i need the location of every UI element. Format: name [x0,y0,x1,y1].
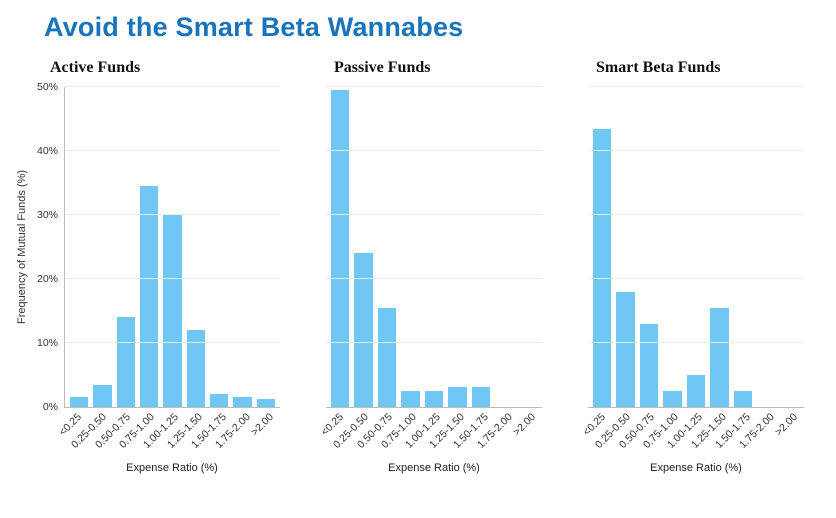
gridline [588,214,804,215]
x-axis-title: Expense Ratio (%) [388,462,480,474]
bar [424,391,444,407]
gridline [326,150,542,151]
bar [163,215,182,407]
bar [186,330,205,407]
gridline [326,214,542,215]
chart-passive-funds: Passive Funds <0.25 0.25-0.50 0.50-0.75 0.7… [319,59,542,474]
chart-active-funds: Active Funds Frequency of Mutual Funds (… [14,59,280,474]
gridline [65,214,280,215]
x-tick-label: >2.00 [511,411,539,439]
gridline [588,342,804,343]
plot-area [64,86,280,408]
bar [377,307,397,407]
bar [70,397,89,407]
gridline [65,150,280,151]
gridline [65,278,280,279]
x-tick-label: >2.00 [249,411,277,439]
gridline [326,342,542,343]
y-tick-label: 30% [36,209,58,221]
bar [639,323,659,407]
gridline [588,278,804,279]
gridline [588,86,804,87]
page-title: Avoid the Smart Beta Wannabes [44,12,464,42]
bar [354,253,373,407]
bar [233,397,252,407]
bar [209,394,229,407]
x-tick-label: >2.00 [773,411,801,439]
chart-title: Passive Funds [334,59,431,76]
y-tick-label: 10% [36,337,58,349]
bar [593,128,612,407]
y-axis-title: Frequency of Mutual Funds (%) [16,169,28,325]
bar [448,386,467,407]
gridline [65,86,280,87]
bars [588,87,804,407]
bar [93,384,112,407]
bar [686,375,706,407]
gridline [588,150,804,151]
y-tick-label: 20% [36,273,58,285]
bar [471,386,491,407]
chart-title: Active Funds [50,59,141,76]
gridline [326,86,542,87]
y-tick-label: 50% [36,81,58,93]
bar [116,317,135,407]
bars [65,87,280,407]
bar [401,391,420,407]
plot-area [326,86,542,408]
x-axis-title: Expense Ratio (%) [650,462,742,474]
bars [326,87,542,407]
bar [710,307,729,407]
bar [733,391,753,407]
y-tick-label: 0% [42,401,58,413]
chart-title: Smart Beta Funds [596,59,721,76]
gridline [65,342,280,343]
bar [663,391,682,407]
y-ticks: 0% 10% 20% 30% 40% 50% [30,81,64,413]
charts-row: Active Funds Frequency of Mutual Funds (… [0,43,836,474]
bar [256,399,275,407]
y-tick-label: 40% [36,145,58,157]
bar [331,90,350,407]
x-axis-title: Expense Ratio (%) [126,462,218,474]
chart-smart-beta-funds: Smart Beta Funds <0.25 0.25-0.50 0.50-0.75… [581,59,804,474]
x-ticks: <0.25 0.25-0.50 0.50-0.75 0.75-1.00 1.00-1.2… [319,408,542,462]
bar [616,291,635,407]
bar [139,186,159,407]
gridline [326,278,542,279]
plot-area [588,86,804,408]
x-ticks: <0.25 0.25-0.50 0.50-0.75 0.75-1.00 1.00-1.2… [57,408,280,462]
x-ticks: <0.25 0.25-0.50 0.50-0.75 0.75-1.00 1.00-1.2… [581,408,804,462]
